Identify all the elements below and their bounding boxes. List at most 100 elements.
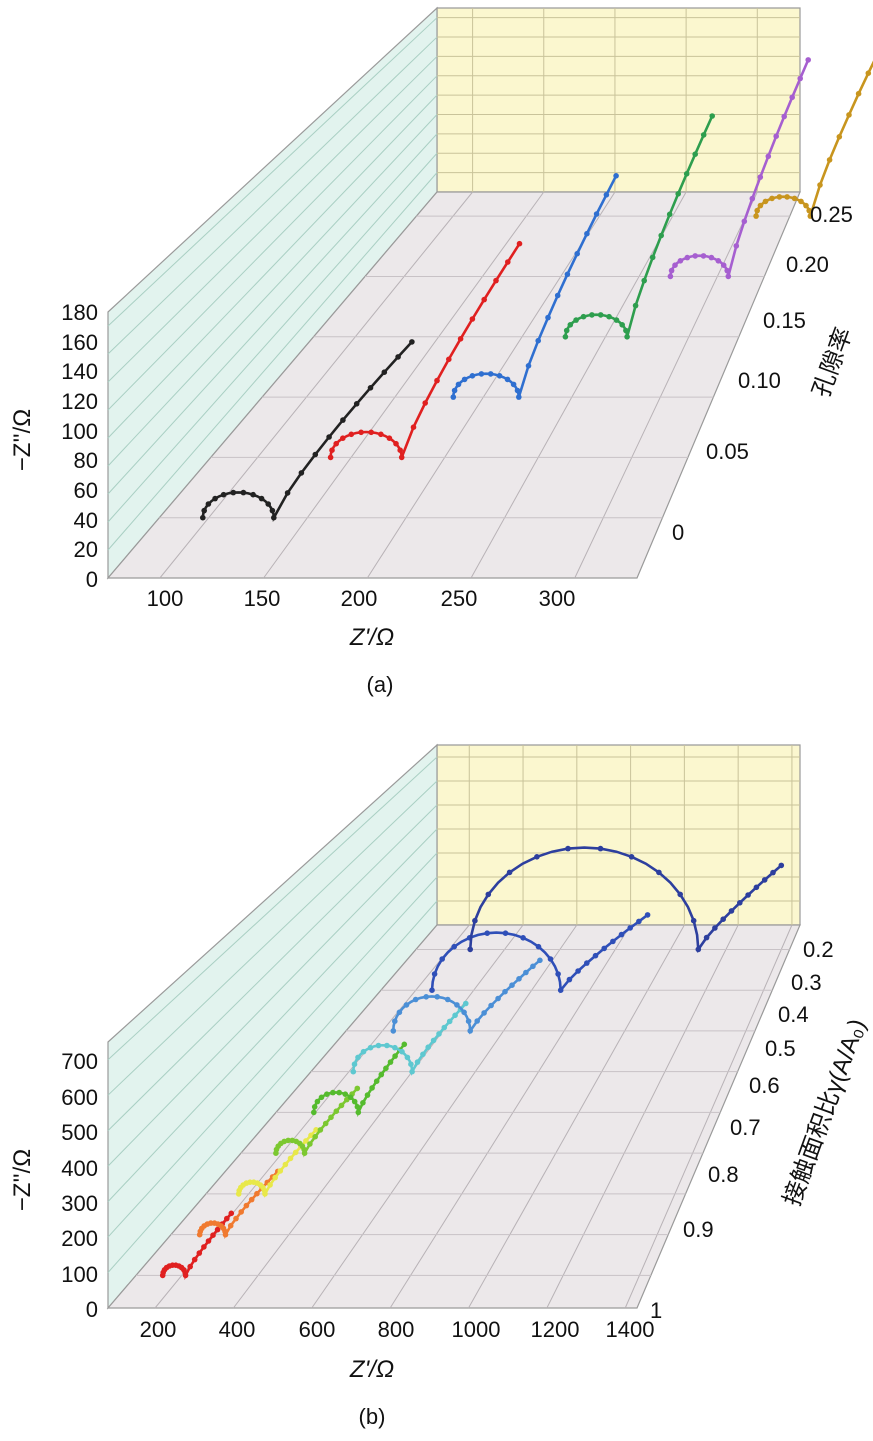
z-axis-label-b: −Z''/Ω: [9, 1149, 36, 1211]
series-point-0.6: [318, 1094, 325, 1101]
series-point-0.3: [592, 952, 599, 959]
series-point-0.20: [765, 153, 772, 160]
series-point-0.8: [267, 1182, 273, 1188]
series-point-0.6: [311, 1104, 318, 1110]
series-point-0.05: [358, 429, 364, 436]
series-point-0.4: [423, 994, 430, 1000]
floor-grid-line: [366, 191, 616, 579]
z-tick-a-5: 100: [61, 419, 98, 444]
series-point-0.2: [695, 946, 702, 953]
series-point-0.6: [347, 1094, 354, 1101]
series-point-0.4: [412, 996, 419, 1003]
series-point-0: [409, 339, 415, 345]
series-point-0.15: [700, 132, 707, 138]
series-point-0.4: [444, 996, 451, 1003]
back-wall-a: [436, 7, 801, 193]
series-point-0.05: [333, 440, 340, 447]
series-point-0.25: [757, 202, 764, 209]
series-point-0.10: [478, 371, 485, 377]
series-point-0.15: [649, 254, 656, 261]
series-point-0.05: [410, 424, 417, 431]
panel-a: 0 20 40 60 80 100 120 140 160 180 −Z''/Ω…: [9, 6, 873, 697]
series-point-0.25: [753, 213, 759, 219]
series-point-0.8: [277, 1168, 284, 1174]
series-point-0.15: [567, 322, 574, 328]
side-grid-line: [107, 114, 438, 467]
series-point-0.6: [324, 1091, 330, 1097]
side-grid-line: [107, 133, 438, 495]
series-point-0: [240, 489, 247, 496]
caption-a: (a): [367, 672, 394, 697]
x-tick-a-2: 200: [341, 586, 378, 611]
series-point-0.6: [342, 1091, 349, 1097]
series-point-0.3: [566, 976, 573, 983]
series-point-0.15: [619, 322, 625, 328]
series-point-0.05: [398, 454, 405, 461]
series-point-0.20: [667, 273, 674, 280]
series-point-0.6: [387, 1059, 394, 1065]
series-point-0.20: [797, 75, 803, 82]
series-point-0.25: [806, 207, 812, 214]
series-point-0: [265, 501, 272, 507]
series-point-1: [191, 1256, 198, 1263]
series-point-0: [298, 470, 305, 476]
series-point-0.20: [741, 218, 748, 225]
series-point-0.4: [465, 1018, 472, 1024]
series-point-0.2: [656, 869, 662, 876]
series-point-0.2: [472, 917, 478, 924]
series-point-0.5: [452, 1012, 458, 1019]
series-point-0: [201, 507, 207, 514]
series-point-0.25: [754, 207, 760, 214]
series-point-0.20: [749, 195, 756, 202]
series-point-0.9: [248, 1196, 255, 1203]
series-point-0.10: [455, 381, 462, 388]
series-point-0.5: [351, 1061, 358, 1067]
series-point-1: [224, 1215, 230, 1222]
series-point-0.5: [408, 1061, 414, 1067]
z-axis-ticks-b: 0 100 200 300 400 500 600 700: [61, 1049, 98, 1322]
series-point-0.3: [535, 943, 542, 950]
series-point-0.3: [601, 945, 607, 952]
series-point-0.4: [403, 1002, 410, 1008]
side-grid-line: [107, 780, 438, 1096]
series-point-0.4: [396, 1009, 403, 1016]
series-point-0.05: [340, 435, 346, 442]
series-point-0.4: [516, 976, 522, 982]
series-point-1: [214, 1226, 221, 1233]
series-point-0: [284, 490, 291, 496]
series-point-0.20: [715, 258, 722, 264]
z-axis-label-a: −Z''/Ω: [9, 409, 36, 471]
side-grid-line: [107, 17, 438, 327]
depth-tick-b-8: 0.2: [803, 937, 834, 962]
side-grid-line: [107, 876, 438, 1238]
series-point-0.20: [733, 243, 740, 249]
series-point-0.4: [530, 963, 536, 970]
series-point-0.8: [303, 1138, 309, 1144]
series-point-0.2: [778, 862, 785, 869]
series-point-0.05: [329, 447, 335, 454]
series-point-0.25: [846, 112, 852, 118]
series-point-0.25: [803, 202, 809, 209]
x-tick-b-5: 1200: [531, 1317, 580, 1342]
floor-grid-line: [389, 924, 632, 1309]
series-point-0.10: [554, 292, 561, 299]
floor-grid-line: [159, 191, 473, 579]
z-tick-b-0: 0: [86, 1297, 98, 1322]
series-point-0.3: [610, 938, 616, 945]
series-point-0.5: [420, 1051, 426, 1058]
floor-a: [106, 191, 801, 579]
z-tick-b-2: 200: [61, 1226, 98, 1251]
series-point-0.15: [641, 277, 647, 284]
series-point-0.4: [434, 994, 441, 1000]
curves-b: [159, 845, 785, 1281]
series-point-0.8: [282, 1161, 289, 1168]
floor-b: [106, 924, 801, 1309]
x-axis-label-a: Z'/Ω: [349, 624, 394, 651]
series-point-0.15: [658, 232, 664, 239]
series-point-0.5: [436, 1031, 442, 1037]
x-tick-b-2: 600: [299, 1317, 336, 1342]
x-tick-a-1: 150: [244, 586, 281, 611]
series-point-0.9: [222, 1231, 229, 1238]
series-point-0.5: [430, 1037, 437, 1044]
series-point-0.5: [463, 1000, 469, 1007]
